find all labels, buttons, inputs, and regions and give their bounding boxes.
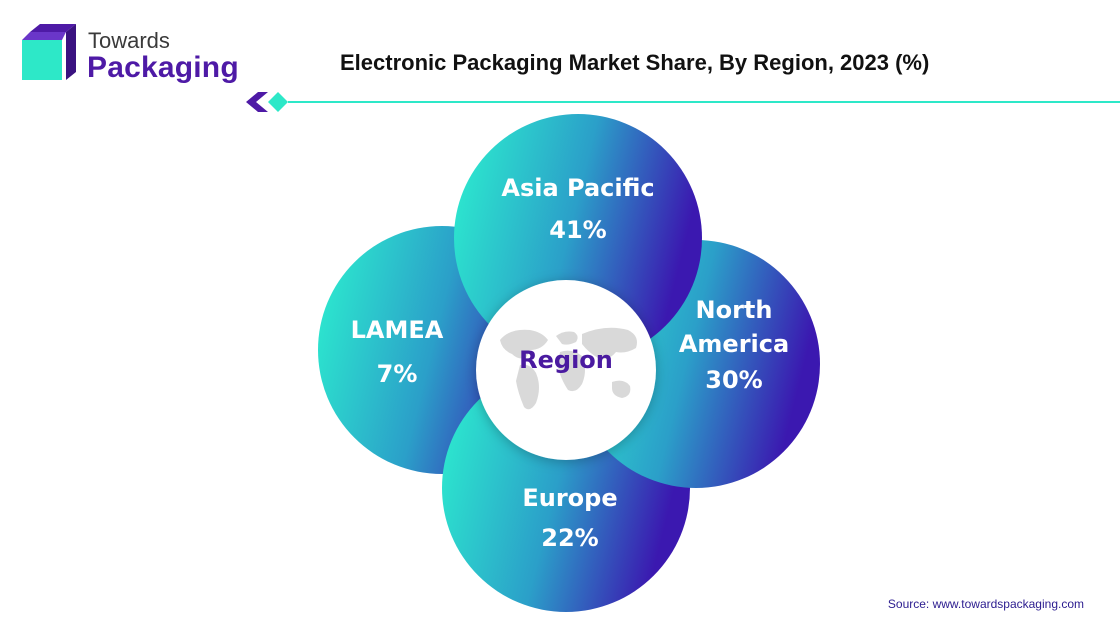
label-lamea: LAMEA — [351, 316, 444, 344]
source-note: Source: www.towardspackaging.com — [887, 597, 1084, 611]
center-label: Region — [519, 346, 613, 374]
value-north-america: 30% — [705, 366, 762, 394]
world-map-icon — [500, 327, 637, 410]
center-region-badge: Region — [476, 280, 656, 460]
label-north-america-line1: North — [696, 296, 773, 324]
logo-cube-icon — [22, 24, 76, 80]
value-europe: 22% — [541, 524, 598, 552]
diamond-icon — [268, 92, 288, 112]
label-europe: Europe — [522, 484, 617, 512]
brand-name-line2: Packaging — [87, 51, 239, 84]
title-divider — [246, 92, 1120, 112]
value-lamea: 7% — [377, 360, 418, 388]
chart-title: Electronic Packaging Market Share, By Re… — [340, 50, 930, 75]
label-asia-pacific: Asia Pacific — [501, 174, 654, 202]
value-asia-pacific: 41% — [549, 216, 606, 244]
chevron-left-icon — [246, 92, 268, 112]
brand-logo: Towards Packaging — [20, 24, 280, 88]
brand-name-line1: Towards — [88, 28, 170, 53]
label-north-america-line2: America — [679, 330, 789, 358]
